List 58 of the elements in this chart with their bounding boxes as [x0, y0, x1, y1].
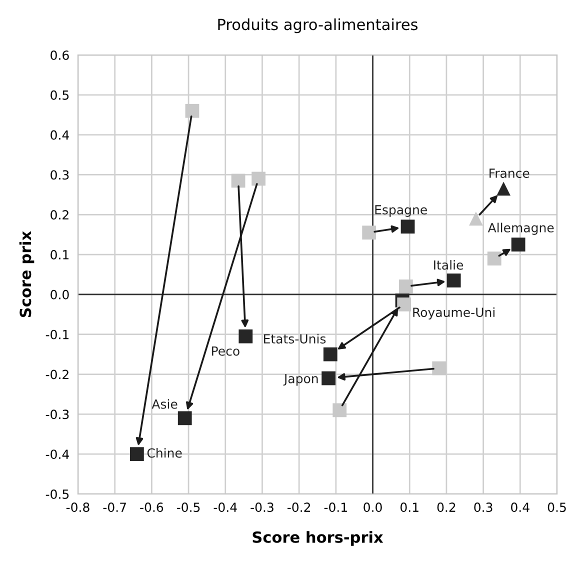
y-tick-label: -0.4 [46, 450, 69, 460]
y-tick-label: -0.1 [46, 330, 69, 340]
x-tick-label: -0.3 [250, 502, 274, 512]
x-tick-label: -0.7 [103, 502, 126, 512]
point [178, 411, 192, 426]
y-tick-label: -0.5 [46, 489, 69, 499]
point [400, 220, 415, 234]
point [487, 252, 502, 266]
y-tick-label: -0.2 [46, 370, 68, 380]
x-tick-label: -0.5 [176, 502, 200, 512]
x-tick-label: 0.2 [437, 502, 456, 512]
x-tick-label: 0.5 [548, 502, 566, 512]
annotation: Italie [434, 260, 464, 270]
x-tick-label: -0.1 [324, 502, 347, 512]
x-tick-label: 0.0 [364, 502, 382, 512]
y-tick-label: -0.3 [46, 410, 69, 420]
annotation: Etats-Unis [264, 334, 326, 344]
y-tick-label: 0.6 [50, 50, 69, 60]
point [362, 226, 376, 240]
y-tick-label: 0.2 [50, 210, 68, 220]
annotation: Asie [152, 399, 178, 409]
point [323, 347, 338, 362]
x-tick-label: -0.6 [140, 502, 164, 512]
annotation: Royaume-Uni [413, 307, 494, 320]
point [446, 274, 461, 288]
y-tick-label: 0.0 [50, 290, 69, 300]
x-tick-label: 0.4 [511, 502, 530, 512]
point [432, 361, 446, 376]
x-tick-label: -0.2 [287, 502, 310, 512]
x-tick-label: -0.8 [66, 502, 90, 512]
annotation: Chine [147, 448, 182, 458]
y-tick-label: 0.3 [50, 170, 69, 180]
point [397, 297, 412, 312]
point [231, 174, 246, 188]
point [130, 447, 144, 462]
y-tick-label: 0.1 [50, 250, 69, 260]
chart-title: Produits agro-alimentaires [218, 18, 418, 34]
x-axis-title: Score hors-prix [252, 531, 384, 546]
point [322, 371, 336, 386]
point [398, 280, 413, 294]
x-tick-label: 0.3 [474, 502, 492, 512]
x-tick-label: 0.1 [400, 502, 418, 512]
point [496, 182, 511, 196]
annotation: Japon [283, 374, 318, 386]
y-tick-label: 0.5 [50, 90, 69, 100]
point [468, 212, 483, 226]
annotation: Peco [212, 346, 240, 356]
annotation: Espagne [375, 205, 427, 217]
x-tick-label: -0.4 [214, 502, 237, 512]
annotation: France [490, 168, 530, 178]
annotation: Allemagne [488, 222, 554, 235]
y-axis-title: Score prix [19, 231, 34, 318]
y-tick-label: 0.4 [50, 130, 69, 140]
point [332, 403, 347, 418]
point [185, 104, 200, 118]
point [511, 238, 526, 252]
point [252, 172, 266, 186]
point [238, 329, 253, 344]
